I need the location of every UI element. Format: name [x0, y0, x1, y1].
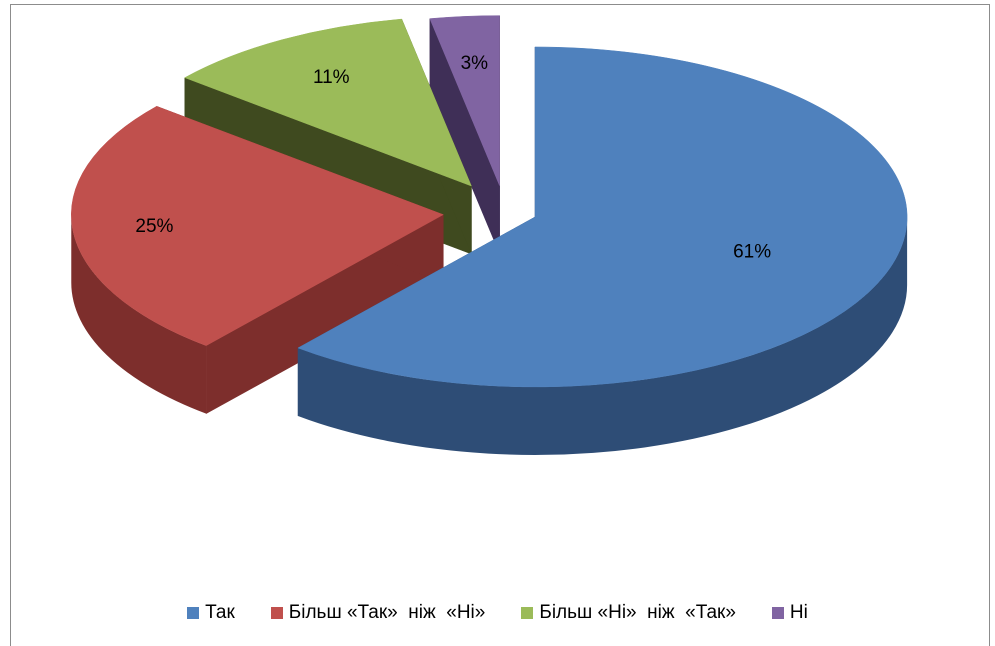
slice-more-yes — [71, 106, 444, 346]
slice-wall-tak — [297, 216, 908, 455]
legend-swatch-ni — [771, 607, 784, 619]
slice-wall-more-yes — [71, 214, 207, 414]
slice-ni — [429, 15, 500, 186]
legend-label-tak: Так — [205, 602, 235, 623]
legend-item-ni: Ні — [771, 602, 808, 624]
chart-frame — [10, 4, 990, 646]
data-label-tak: 61% — [733, 242, 771, 263]
data-label-more-yes: 25% — [135, 216, 173, 237]
legend-label-more-no: Більш «Ні» ніж «Так» — [539, 602, 736, 623]
legend-label-ni: Ні — [789, 602, 808, 623]
legend-swatch-more-yes — [270, 607, 283, 619]
legend-item-more-no: Більш «Ні» ніж «Так» — [521, 602, 736, 624]
legend-item-tak: Так — [187, 602, 235, 624]
legend-swatch-more-no — [521, 607, 534, 619]
legend-label-more-yes: Більш «Так» ніж «Ні» — [288, 602, 486, 623]
data-label-ni: 3% — [461, 53, 489, 74]
legend-swatch-tak — [187, 607, 200, 619]
data-label-more-no: 11% — [313, 67, 350, 88]
legend: Так Більш «Так» ніж «Ні» Більш «Ні» ніж … — [0, 598, 995, 628]
legend-item-more-yes: Більш «Так» ніж «Ні» — [270, 602, 486, 624]
slice-more-no — [184, 18, 472, 187]
slice-tak — [297, 46, 908, 388]
